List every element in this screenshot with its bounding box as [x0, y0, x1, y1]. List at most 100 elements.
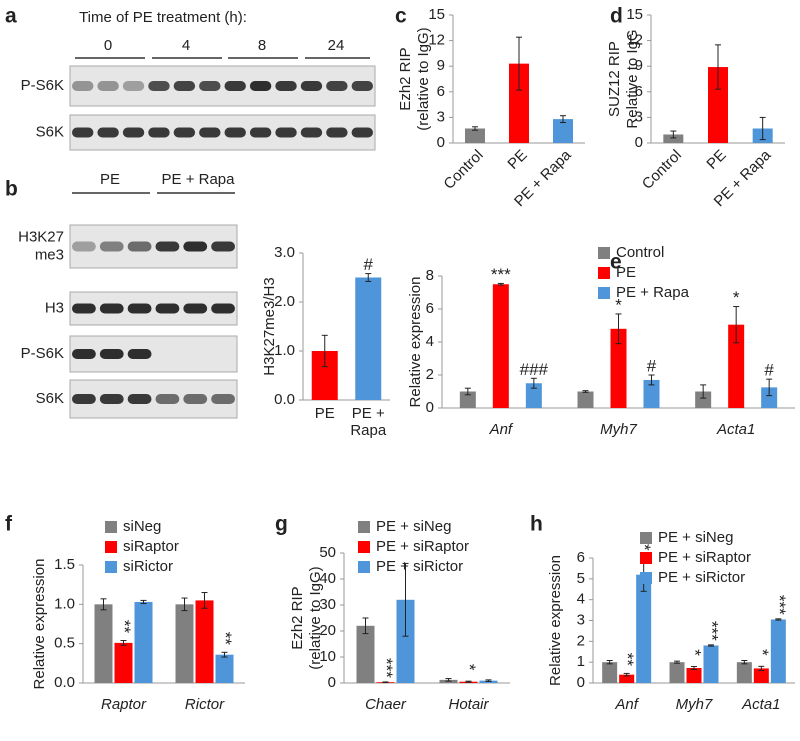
legend-swatch: [640, 532, 652, 544]
y-tick-label: 2: [426, 366, 434, 383]
bar: [492, 284, 509, 408]
y-tick-label: 0: [577, 674, 585, 691]
y-tick-label: 30: [319, 596, 336, 613]
blot-band: [127, 394, 152, 404]
y-tick-label: 0: [635, 134, 643, 151]
y-tick-label: 3.0: [274, 244, 295, 261]
bar: [553, 119, 573, 143]
significance: *: [753, 649, 772, 656]
y-tick-label: 1: [577, 653, 585, 670]
blot-band: [211, 303, 235, 314]
panel-letter: e: [610, 251, 622, 274]
y-tick-label: 0: [426, 399, 434, 416]
blot-band: [249, 127, 272, 138]
x-tick-label: Control: [440, 147, 486, 193]
bar: [175, 604, 194, 683]
blot-membrane: [69, 224, 238, 269]
bar: [663, 134, 684, 143]
bar: [215, 654, 234, 683]
x-tick-label: Raptor: [101, 696, 147, 713]
x-tick-label: Rapa: [350, 422, 387, 439]
panel-letter: g: [275, 513, 288, 536]
lane-label: 4: [182, 37, 190, 54]
x-tick-label: Acta1: [741, 696, 780, 713]
bar: [94, 604, 113, 683]
bar: [465, 128, 485, 143]
panel-letter: d: [610, 5, 623, 28]
bar: [619, 674, 635, 683]
blot-band: [127, 303, 152, 314]
y-tick-label: 6: [635, 83, 643, 100]
blot-band: [155, 241, 180, 252]
blot-title: Time of PE treatment (h):: [79, 9, 247, 26]
y-tick-label: 40: [319, 570, 336, 587]
lane-label: 8: [258, 37, 266, 54]
y-tick-label: 0: [328, 674, 336, 691]
x-tick-label: Rictor: [185, 696, 225, 713]
x-tick-label: PE +: [352, 405, 385, 422]
x-tick-label: Myh7: [600, 421, 637, 438]
y-tick-label: 3: [437, 108, 445, 125]
y-axis-label: Relative expression: [31, 559, 48, 690]
blot-band: [211, 241, 235, 252]
bar: [396, 599, 415, 683]
y-axis-label: SUZ12 RIP: [606, 41, 623, 117]
significance: *: [460, 664, 479, 671]
x-tick-label: Chaer: [365, 696, 407, 713]
significance: *: [686, 649, 705, 656]
bar: [761, 387, 778, 408]
bar: [728, 324, 745, 408]
legend-swatch: [598, 267, 610, 279]
x-tick-label: PE: [504, 147, 530, 173]
significance: **: [618, 653, 637, 667]
blot-membrane: [69, 114, 376, 151]
legend-swatch: [358, 541, 370, 553]
significance: #: [647, 356, 657, 375]
lane-label: PE + Rapa: [162, 171, 236, 188]
blot-band: [72, 303, 96, 314]
y-axis-label: Ezh2 RIP: [397, 47, 414, 110]
bar: [610, 328, 627, 408]
blot-band: [300, 127, 323, 138]
blot-band: [249, 81, 272, 91]
blot-band: [72, 394, 96, 404]
legend-label: PE + siNeg: [376, 518, 451, 535]
blot-band: [199, 127, 221, 138]
x-tick-label: Hotair: [448, 696, 489, 713]
bar: [525, 383, 542, 408]
panel-letter: b: [5, 178, 18, 201]
legend-swatch: [105, 541, 117, 553]
legend-swatch: [105, 561, 117, 573]
blot-band: [99, 303, 124, 314]
y-tick-label: 9: [437, 57, 445, 74]
blot-band: [351, 81, 373, 91]
legend-swatch: [598, 247, 610, 259]
lane-label: 0: [104, 37, 112, 54]
blot-band: [72, 81, 94, 91]
blot-band: [183, 303, 208, 314]
legend-swatch: [640, 572, 652, 584]
significance: ***: [491, 265, 511, 284]
y-tick-label: 4: [577, 591, 585, 608]
y-tick-label: 15: [626, 6, 643, 23]
blot-band: [183, 394, 208, 404]
blot-row-label: P-S6K: [21, 345, 64, 362]
x-tick-label: Anf: [489, 421, 514, 438]
y-axis-label: Relative expression: [547, 555, 564, 686]
blot-band: [148, 127, 170, 138]
blot-band: [199, 81, 221, 91]
y-tick-label: 2.0: [274, 293, 295, 310]
blot-band: [122, 81, 145, 91]
bar: [695, 391, 712, 408]
y-tick-label: 6: [437, 83, 445, 100]
y-tick-label: 5: [577, 570, 585, 587]
blot-row-label: S6K: [36, 390, 64, 407]
significance: ###: [520, 360, 549, 379]
blot-band: [155, 394, 180, 404]
bar: [459, 391, 476, 408]
blot-band: [173, 81, 196, 91]
significance: #: [764, 361, 774, 380]
bar: [509, 63, 529, 143]
y-tick-label: 12: [428, 32, 445, 49]
